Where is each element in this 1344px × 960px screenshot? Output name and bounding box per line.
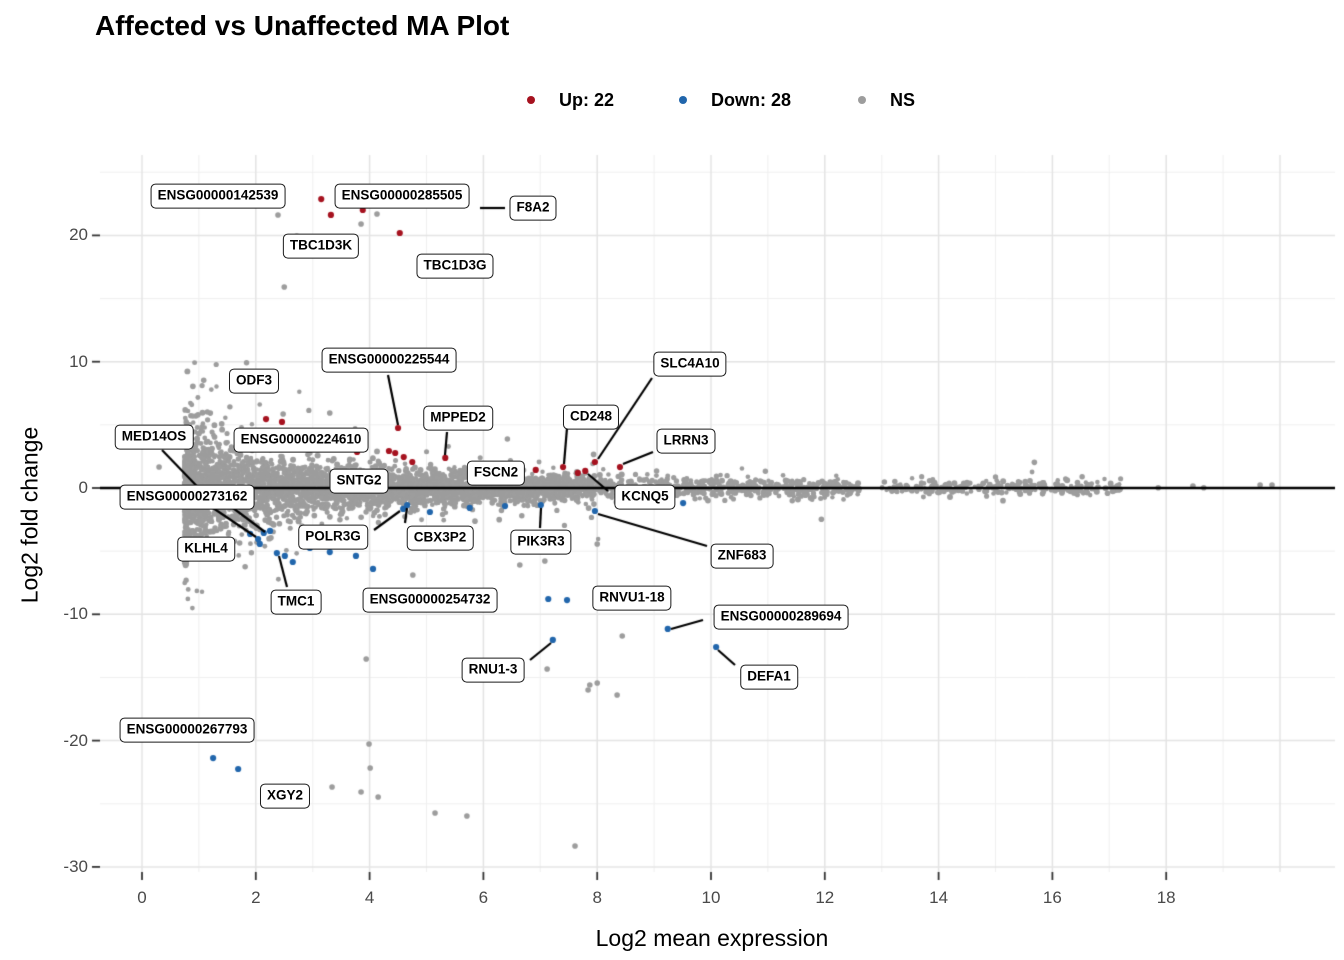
x-tick-label: 4 <box>364 888 375 907</box>
legend-dot-icon <box>679 96 687 104</box>
gene-label-ensg00000273162: ENSG00000273162 <box>119 484 255 510</box>
gene-label-kcnq5: KCNQ5 <box>614 484 676 510</box>
gene-label-fscn2: FSCN2 <box>466 460 526 486</box>
x-tick-label: 6 <box>478 888 489 907</box>
gene-label-mpped2: MPPED2 <box>423 405 493 431</box>
y-tick-label: 10 <box>69 351 88 371</box>
legend-label: NS <box>890 89 916 110</box>
y-tick-label: -30 <box>63 856 88 876</box>
gene-label-cbx3p2: CBX3P2 <box>406 525 474 551</box>
legend-item: Up: 22 <box>527 90 614 110</box>
gene-label-klhl4: KLHL4 <box>177 536 235 562</box>
legend-label: Down: 28 <box>711 89 792 110</box>
gene-label-slc4a10: SLC4A10 <box>653 351 727 377</box>
y-tick-label: 20 <box>69 225 88 245</box>
gene-label-tbc1d3g: TBC1D3G <box>416 253 494 279</box>
gene-label-ensg00000224610: ENSG00000224610 <box>233 427 369 453</box>
y-tick-label: 0 <box>78 478 88 497</box>
gene-label-lrrn3: LRRN3 <box>656 428 716 454</box>
gene-label-defa1: DEFA1 <box>740 664 798 690</box>
x-tick-label: 0 <box>137 888 147 907</box>
x-tick-label: 16 <box>1042 888 1062 907</box>
y-tick-label: -10 <box>63 604 88 624</box>
legend-label: Up: 22 <box>559 89 615 110</box>
x-tick-label: 18 <box>1156 888 1176 907</box>
legend-dot-icon <box>858 96 866 104</box>
x-tick-label: 2 <box>251 888 261 907</box>
x-tick-label: 10 <box>701 888 721 907</box>
gene-label-xgy2: XGY2 <box>259 783 311 809</box>
legend-item: NS <box>858 90 915 110</box>
gene-label-ensg00000289694: ENSG00000289694 <box>713 604 849 630</box>
gene-label-pik3r3: PIK3R3 <box>510 529 572 555</box>
x-tick-label: 8 <box>592 888 602 907</box>
gene-label-tmc1: TMC1 <box>270 589 322 615</box>
x-tick-label: 14 <box>929 888 949 907</box>
gene-label-znf683: ZNF683 <box>710 543 774 569</box>
gene-label-ensg00000267793: ENSG00000267793 <box>119 717 255 743</box>
x-tick-label: 12 <box>815 888 835 907</box>
y-axis-title: Log2 fold change <box>16 426 43 604</box>
gene-label-f8a2: F8A2 <box>509 195 557 221</box>
gene-label-ensg00000225544: ENSG00000225544 <box>321 347 457 373</box>
gene-label-cd248: CD248 <box>562 404 620 430</box>
plot-title: Affected vs Unaffected MA Plot <box>95 10 510 41</box>
legend-dot-icon <box>527 96 535 104</box>
gene-label-ensg00000254732: ENSG00000254732 <box>362 587 498 613</box>
x-axis-title: Log2 mean expression <box>595 925 829 951</box>
gene-label-polr3g: POLR3G <box>298 524 368 550</box>
gene-label-tbc1d3k: TBC1D3K <box>282 233 360 259</box>
gene-label-rnu1-3: RNU1-3 <box>461 657 525 683</box>
gene-label-odf3: ODF3 <box>228 368 280 394</box>
gene-label-ensg00000142539: ENSG00000142539 <box>150 183 286 209</box>
gene-label-ensg00000285505: ENSG00000285505 <box>334 183 470 209</box>
y-tick-label: -20 <box>63 730 88 750</box>
gene-label-sntg2: SNTG2 <box>329 468 389 494</box>
gene-label-rnvu1-18: RNVU1-18 <box>592 585 672 611</box>
gene-label-med14os: MED14OS <box>114 424 194 450</box>
legend-item: Down: 28 <box>679 90 791 110</box>
